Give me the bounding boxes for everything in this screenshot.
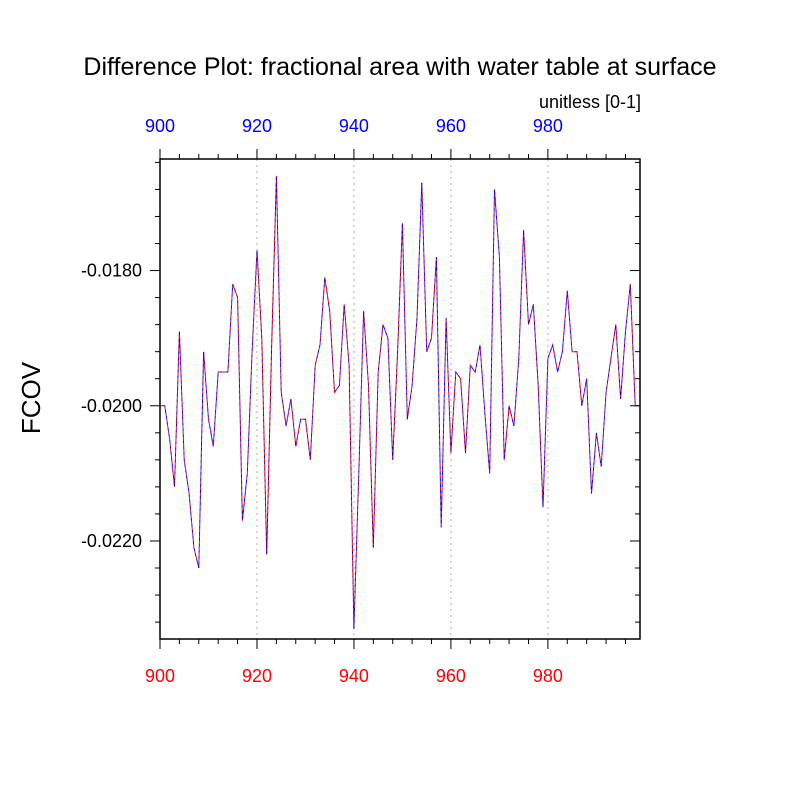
plot-frame	[159, 158, 641, 640]
series-line-b	[160, 175, 640, 629]
x-tick-label-bottom: 940	[339, 666, 369, 686]
x-tick-label-top: 940	[339, 116, 369, 136]
x-tick-label-bottom: 980	[533, 666, 563, 686]
x-tick-label-top: 960	[436, 116, 466, 136]
x-tick-label-bottom: 920	[242, 666, 272, 686]
series-line-a	[160, 175, 640, 629]
x-tick-label-top: 900	[145, 116, 175, 136]
y-tick-label: -0.0220	[81, 531, 142, 551]
y-tick-label: -0.0180	[81, 261, 142, 281]
grid-layer	[256, 159, 549, 639]
chart-subtitle: unitless [0-1]	[539, 92, 641, 112]
x-tick-label-bottom: 900	[145, 666, 175, 686]
x-tick-label-bottom: 960	[436, 666, 466, 686]
y-tick-label: -0.0200	[81, 396, 142, 416]
chart-title: Difference Plot: fractional area with wa…	[83, 53, 716, 81]
y-axis-label: FCOV	[16, 361, 46, 434]
series-layer	[160, 175, 640, 629]
ticks-layer: 900 900 920 920 940 940 960 960 980 980 -0.0220 -0.…	[81, 116, 640, 686]
x-tick-label-top: 920	[242, 116, 272, 136]
x-tick-label-top: 980	[533, 116, 563, 136]
